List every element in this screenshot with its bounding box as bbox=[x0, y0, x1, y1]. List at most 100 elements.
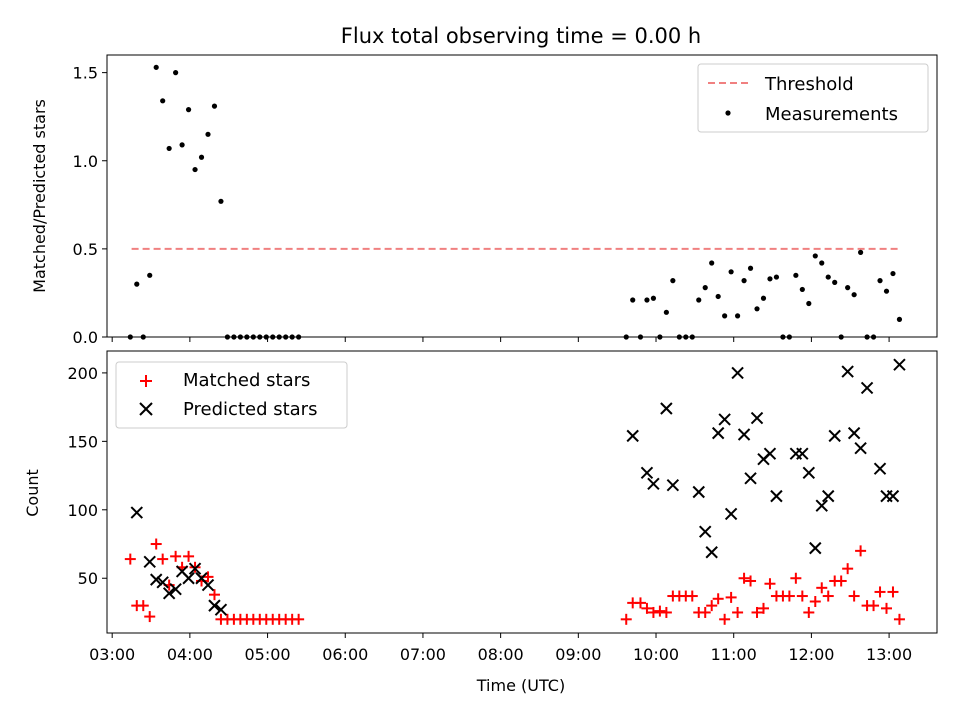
predicted-star-point bbox=[208, 599, 221, 612]
matched-star-point bbox=[293, 613, 305, 625]
predicted-star-point bbox=[143, 555, 156, 569]
x-stroke bbox=[156, 576, 169, 589]
matched-star-point bbox=[751, 606, 763, 618]
measurement-point bbox=[896, 316, 903, 322]
legend-matched-swatch bbox=[140, 375, 152, 387]
x-stroke bbox=[731, 366, 744, 380]
matched-star-point bbox=[868, 600, 880, 612]
predicted-star-point bbox=[724, 507, 738, 521]
measurement-point bbox=[715, 293, 721, 300]
matched-star-point bbox=[835, 575, 847, 587]
matched-star-point bbox=[764, 578, 776, 590]
predicted-star-point bbox=[692, 485, 705, 499]
measurement-point bbox=[650, 295, 657, 301]
measurement-point bbox=[845, 285, 851, 291]
measurement-point bbox=[812, 253, 818, 259]
matched-star-point bbox=[620, 613, 632, 625]
measurement-point bbox=[819, 260, 825, 266]
measurement-point bbox=[799, 286, 805, 293]
matched-star-point bbox=[757, 602, 769, 614]
x-tick-label: 06:00 bbox=[322, 645, 368, 664]
legend-predicted-label: Predicted stars bbox=[183, 399, 317, 420]
predicted-star-point bbox=[162, 587, 176, 600]
predicted-star-point bbox=[847, 426, 861, 440]
bottom-y-ticks: 50 100 150 200 bbox=[67, 364, 107, 588]
bottom-axes-frame bbox=[106, 350, 938, 634]
predicted-star-point bbox=[660, 402, 673, 415]
matched-star-point bbox=[124, 553, 136, 565]
measurement-point bbox=[877, 278, 883, 284]
measurement-point bbox=[754, 306, 760, 312]
bottom-y-tick-label: 100 bbox=[67, 501, 98, 520]
x-stroke bbox=[175, 565, 189, 578]
measurement-point bbox=[211, 103, 218, 109]
measurement-point bbox=[793, 272, 799, 278]
x-stroke bbox=[666, 478, 680, 492]
x-tick-label: 03:00 bbox=[89, 645, 135, 664]
measurement-point bbox=[663, 309, 669, 315]
x-stroke bbox=[208, 599, 221, 612]
legend-predicted-swatch bbox=[139, 402, 153, 416]
x-stroke bbox=[169, 582, 182, 596]
measurement-point bbox=[734, 313, 741, 319]
x-tick-label: 04:00 bbox=[167, 645, 213, 664]
predicted-star-point bbox=[860, 381, 874, 395]
x-stroke bbox=[692, 485, 705, 499]
predicted-star-point bbox=[149, 573, 163, 586]
measurement-point bbox=[179, 142, 185, 148]
matched-star-point bbox=[686, 590, 698, 602]
matched-star-point bbox=[796, 590, 808, 602]
measurement-point bbox=[166, 145, 172, 152]
measurement-point bbox=[153, 64, 159, 70]
predicted-star-point bbox=[873, 462, 887, 475]
legend-measurements-swatch bbox=[725, 110, 731, 116]
predicted-star-point bbox=[886, 489, 900, 503]
predicted-star-point bbox=[893, 358, 906, 371]
x-stroke bbox=[770, 489, 783, 503]
predicted-stars-series bbox=[130, 358, 906, 616]
x-tick-label: 10:00 bbox=[633, 645, 679, 664]
legend-threshold-label: Threshold bbox=[764, 74, 854, 95]
measurement-point bbox=[760, 295, 767, 301]
predicted-star-point bbox=[731, 366, 744, 380]
measurement-point bbox=[696, 297, 702, 303]
x-stroke bbox=[201, 578, 215, 592]
matched-star-point bbox=[137, 600, 149, 612]
x-stroke bbox=[214, 603, 228, 616]
measurement-point bbox=[198, 154, 205, 160]
predicted-star-point bbox=[854, 441, 867, 455]
measurement-point bbox=[832, 279, 838, 285]
predicted-star-point bbox=[156, 576, 169, 589]
measurement-point bbox=[630, 297, 636, 303]
matched-star-point bbox=[745, 575, 757, 587]
x-stroke bbox=[149, 573, 163, 586]
matched-star-point bbox=[144, 611, 156, 623]
measurement-point bbox=[134, 281, 140, 287]
predicted-star-point bbox=[640, 466, 654, 480]
matched-star-point bbox=[855, 545, 867, 557]
predicted-star-point bbox=[188, 562, 202, 575]
measurement-point bbox=[702, 285, 708, 291]
x-stroke bbox=[886, 489, 900, 503]
x-stroke bbox=[640, 466, 654, 480]
measurement-point bbox=[147, 272, 153, 278]
matched-star-point bbox=[809, 596, 821, 608]
x-stroke bbox=[802, 466, 816, 480]
matched-star-point bbox=[170, 550, 182, 562]
x-axis-label: Time (UTC) bbox=[476, 676, 565, 695]
x-stroke bbox=[143, 555, 156, 569]
measurement-point bbox=[173, 70, 179, 76]
x-stroke bbox=[647, 477, 660, 490]
bottom-legend-box bbox=[115, 361, 348, 429]
measurement-point bbox=[773, 274, 780, 280]
x-stroke bbox=[873, 462, 887, 475]
predicted-star-point bbox=[201, 578, 215, 592]
measurement-point bbox=[890, 270, 896, 277]
matched-star-point bbox=[848, 590, 860, 602]
matched-star-point bbox=[634, 597, 646, 609]
matched-star-point bbox=[893, 613, 905, 625]
x-stroke bbox=[162, 587, 176, 600]
x-stroke bbox=[796, 447, 809, 460]
matched-star-point bbox=[712, 593, 724, 605]
